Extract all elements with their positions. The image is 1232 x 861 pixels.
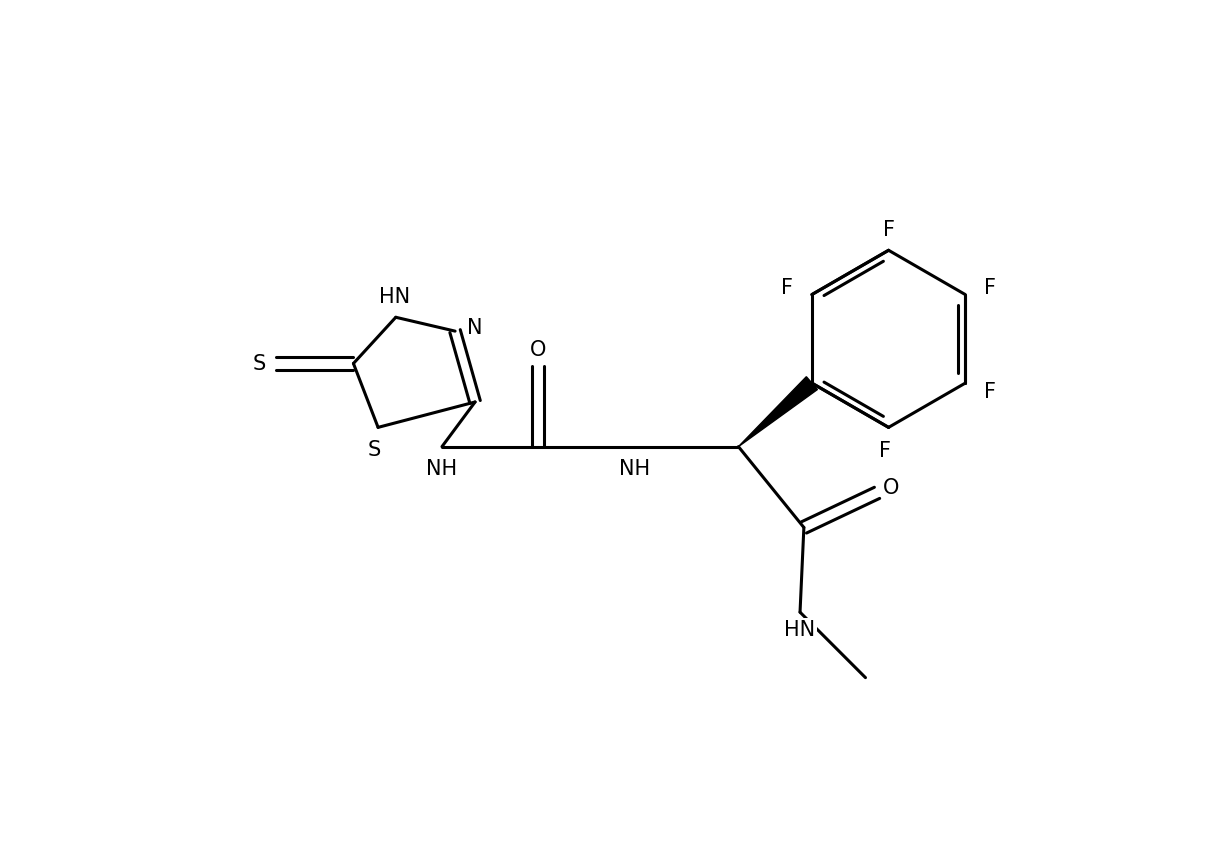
Text: S: S xyxy=(367,439,381,460)
Text: HN: HN xyxy=(785,619,816,640)
Text: NH: NH xyxy=(618,459,650,479)
Polygon shape xyxy=(738,377,818,447)
Text: F: F xyxy=(984,381,995,401)
Text: F: F xyxy=(984,277,995,298)
Text: O: O xyxy=(530,339,547,359)
Text: NH: NH xyxy=(426,459,457,479)
Text: F: F xyxy=(781,277,793,298)
Text: N: N xyxy=(467,318,482,338)
Text: O: O xyxy=(882,477,899,497)
Text: F: F xyxy=(882,220,894,239)
Text: S: S xyxy=(253,354,266,374)
Text: F: F xyxy=(878,441,891,461)
Text: HN: HN xyxy=(378,287,410,307)
